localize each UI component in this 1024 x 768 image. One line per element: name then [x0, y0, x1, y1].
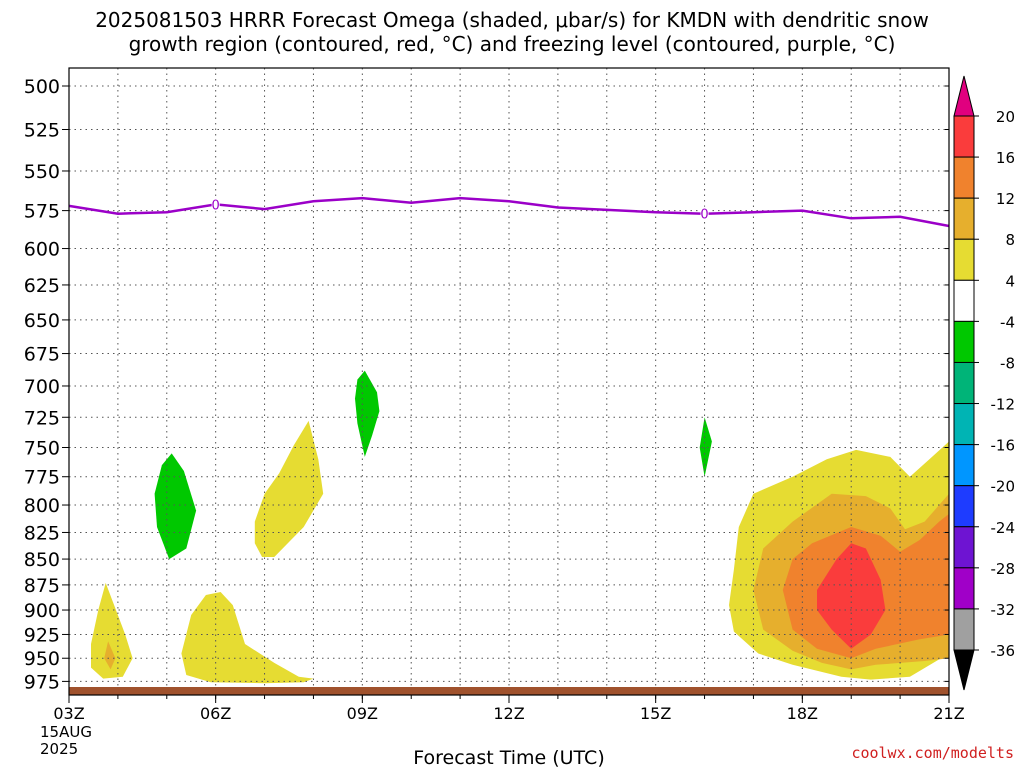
colorbar-top-arrow [953, 75, 975, 117]
omega-region-4 [254, 420, 324, 557]
freezing-label-bg-1 [700, 206, 709, 221]
x-tick-label-21Z: 21Z [933, 704, 964, 723]
colorbar-box-8 [953, 403, 975, 446]
x-tick-label-03Z: 03Z [53, 704, 84, 723]
colorbar-box-13 [953, 608, 975, 651]
colorbar-box-1 [953, 115, 975, 158]
colorbar-box-6 [953, 320, 975, 363]
x-tick-label-09Z: 09Z [347, 704, 378, 723]
freezing-label-bg-0 [211, 197, 220, 212]
colorbar-label-4: 8 [1005, 231, 1015, 249]
chart-title-line-1: 2025081503 HRRR Forecast Omega (shaded, … [95, 8, 929, 32]
x-tick-label-06Z: 06Z [200, 704, 231, 723]
y-tick-label-850: 850 [24, 549, 60, 571]
colorbar-box-12 [953, 567, 975, 610]
colorbar: 20 16 12 8 4 -4 -8 -12 -16 -20 -24 -28 -32 -36 [953, 75, 1016, 691]
y-tick-label-825: 825 [24, 522, 60, 544]
chart-title-line-2: growth region (contoured, red, °C) and f… [128, 32, 896, 56]
colorbar-label-3: 12 [996, 190, 1015, 208]
x-tick-label-18Z: 18Z [787, 704, 818, 723]
colorbar-label-2: 16 [996, 149, 1015, 167]
chart-title: 2025081503 HRRR Forecast Omega (shaded, … [0, 8, 1024, 56]
y-tick-label-550: 550 [24, 161, 60, 183]
colorbar-label-14: -36 [991, 642, 1016, 660]
omega-region-3 [181, 592, 314, 684]
colorbar-label-5: 4 [1005, 272, 1015, 290]
colorbar-label-9: -16 [991, 437, 1016, 455]
colorbar-label-8: -12 [991, 396, 1016, 414]
colorbar-label-6: -4 [1000, 313, 1015, 331]
omega-region-0 [91, 582, 133, 679]
source-credit: coolwx.com/modelts [851, 744, 1014, 762]
y-tick-label-750: 750 [24, 437, 60, 459]
y-tick-label-525: 525 [24, 120, 60, 142]
colorbar-box-4 [953, 238, 975, 281]
terrain-layer [69, 687, 949, 695]
colorbar-label-10: -20 [991, 478, 1016, 496]
colorbar-box-11 [953, 526, 975, 569]
y-tick-label-700: 700 [24, 376, 60, 398]
colorbar-label-12: -28 [991, 560, 1016, 578]
grid-layer [69, 68, 949, 695]
omega-region-1 [104, 641, 116, 670]
y-tick-label-675: 675 [24, 344, 60, 366]
colorbar-label-11: -24 [991, 519, 1016, 537]
y-tick-label-575: 575 [24, 201, 60, 223]
y-tick-label-925: 925 [24, 624, 60, 646]
colorbar-box-2 [953, 156, 975, 199]
x-tick-label-12Z: 12Z [493, 704, 524, 723]
y-tick-label-725: 725 [24, 407, 60, 429]
colorbar-box-7 [953, 361, 975, 405]
omega-region-2 [154, 453, 197, 560]
omega-region-6 [699, 417, 712, 477]
y-tick-label-625: 625 [24, 275, 60, 297]
x-date-label-1: 2025 [40, 740, 78, 758]
colorbar-label-13: -32 [991, 601, 1016, 619]
y-tick-label-875: 875 [24, 575, 60, 597]
terrain-strip [69, 687, 949, 695]
freezing-level-label-1: 0 [700, 208, 708, 223]
y-tick-label-775: 775 [24, 467, 60, 489]
y-tick-label-950: 950 [24, 648, 60, 670]
y-tick-label-975: 975 [24, 671, 60, 693]
colorbar-box-9 [953, 444, 975, 487]
freezing-level-line [68, 196, 950, 228]
y-tick-label-800: 800 [24, 495, 60, 517]
freezing-level-layer: 00 [68, 196, 950, 228]
colorbar-bottom-arrow [953, 649, 975, 691]
colorbar-box-5 [953, 279, 975, 322]
colorbar-box-10 [953, 485, 975, 528]
y-tick-label-650: 650 [24, 310, 60, 332]
colorbar-label-7: -8 [1000, 354, 1015, 372]
y-tick-label-600: 600 [24, 239, 60, 261]
y-tick-label-500: 500 [24, 76, 60, 98]
x-date-label-0: 15AUG [40, 723, 92, 741]
freezing-level-label-0: 0 [212, 198, 220, 213]
axes-layer: 500 525 550 575 600 625 650 675 700 725 750 775 800 8… [24, 76, 965, 758]
omega-region-5 [355, 370, 380, 457]
y-tick-label-900: 900 [24, 600, 60, 622]
x-tick-label-15Z: 15Z [640, 704, 671, 723]
colorbar-label-1: 20 [996, 108, 1015, 126]
colorbar-box-3 [953, 197, 975, 240]
x-axis-label: Forecast Time (UTC) [413, 747, 604, 768]
